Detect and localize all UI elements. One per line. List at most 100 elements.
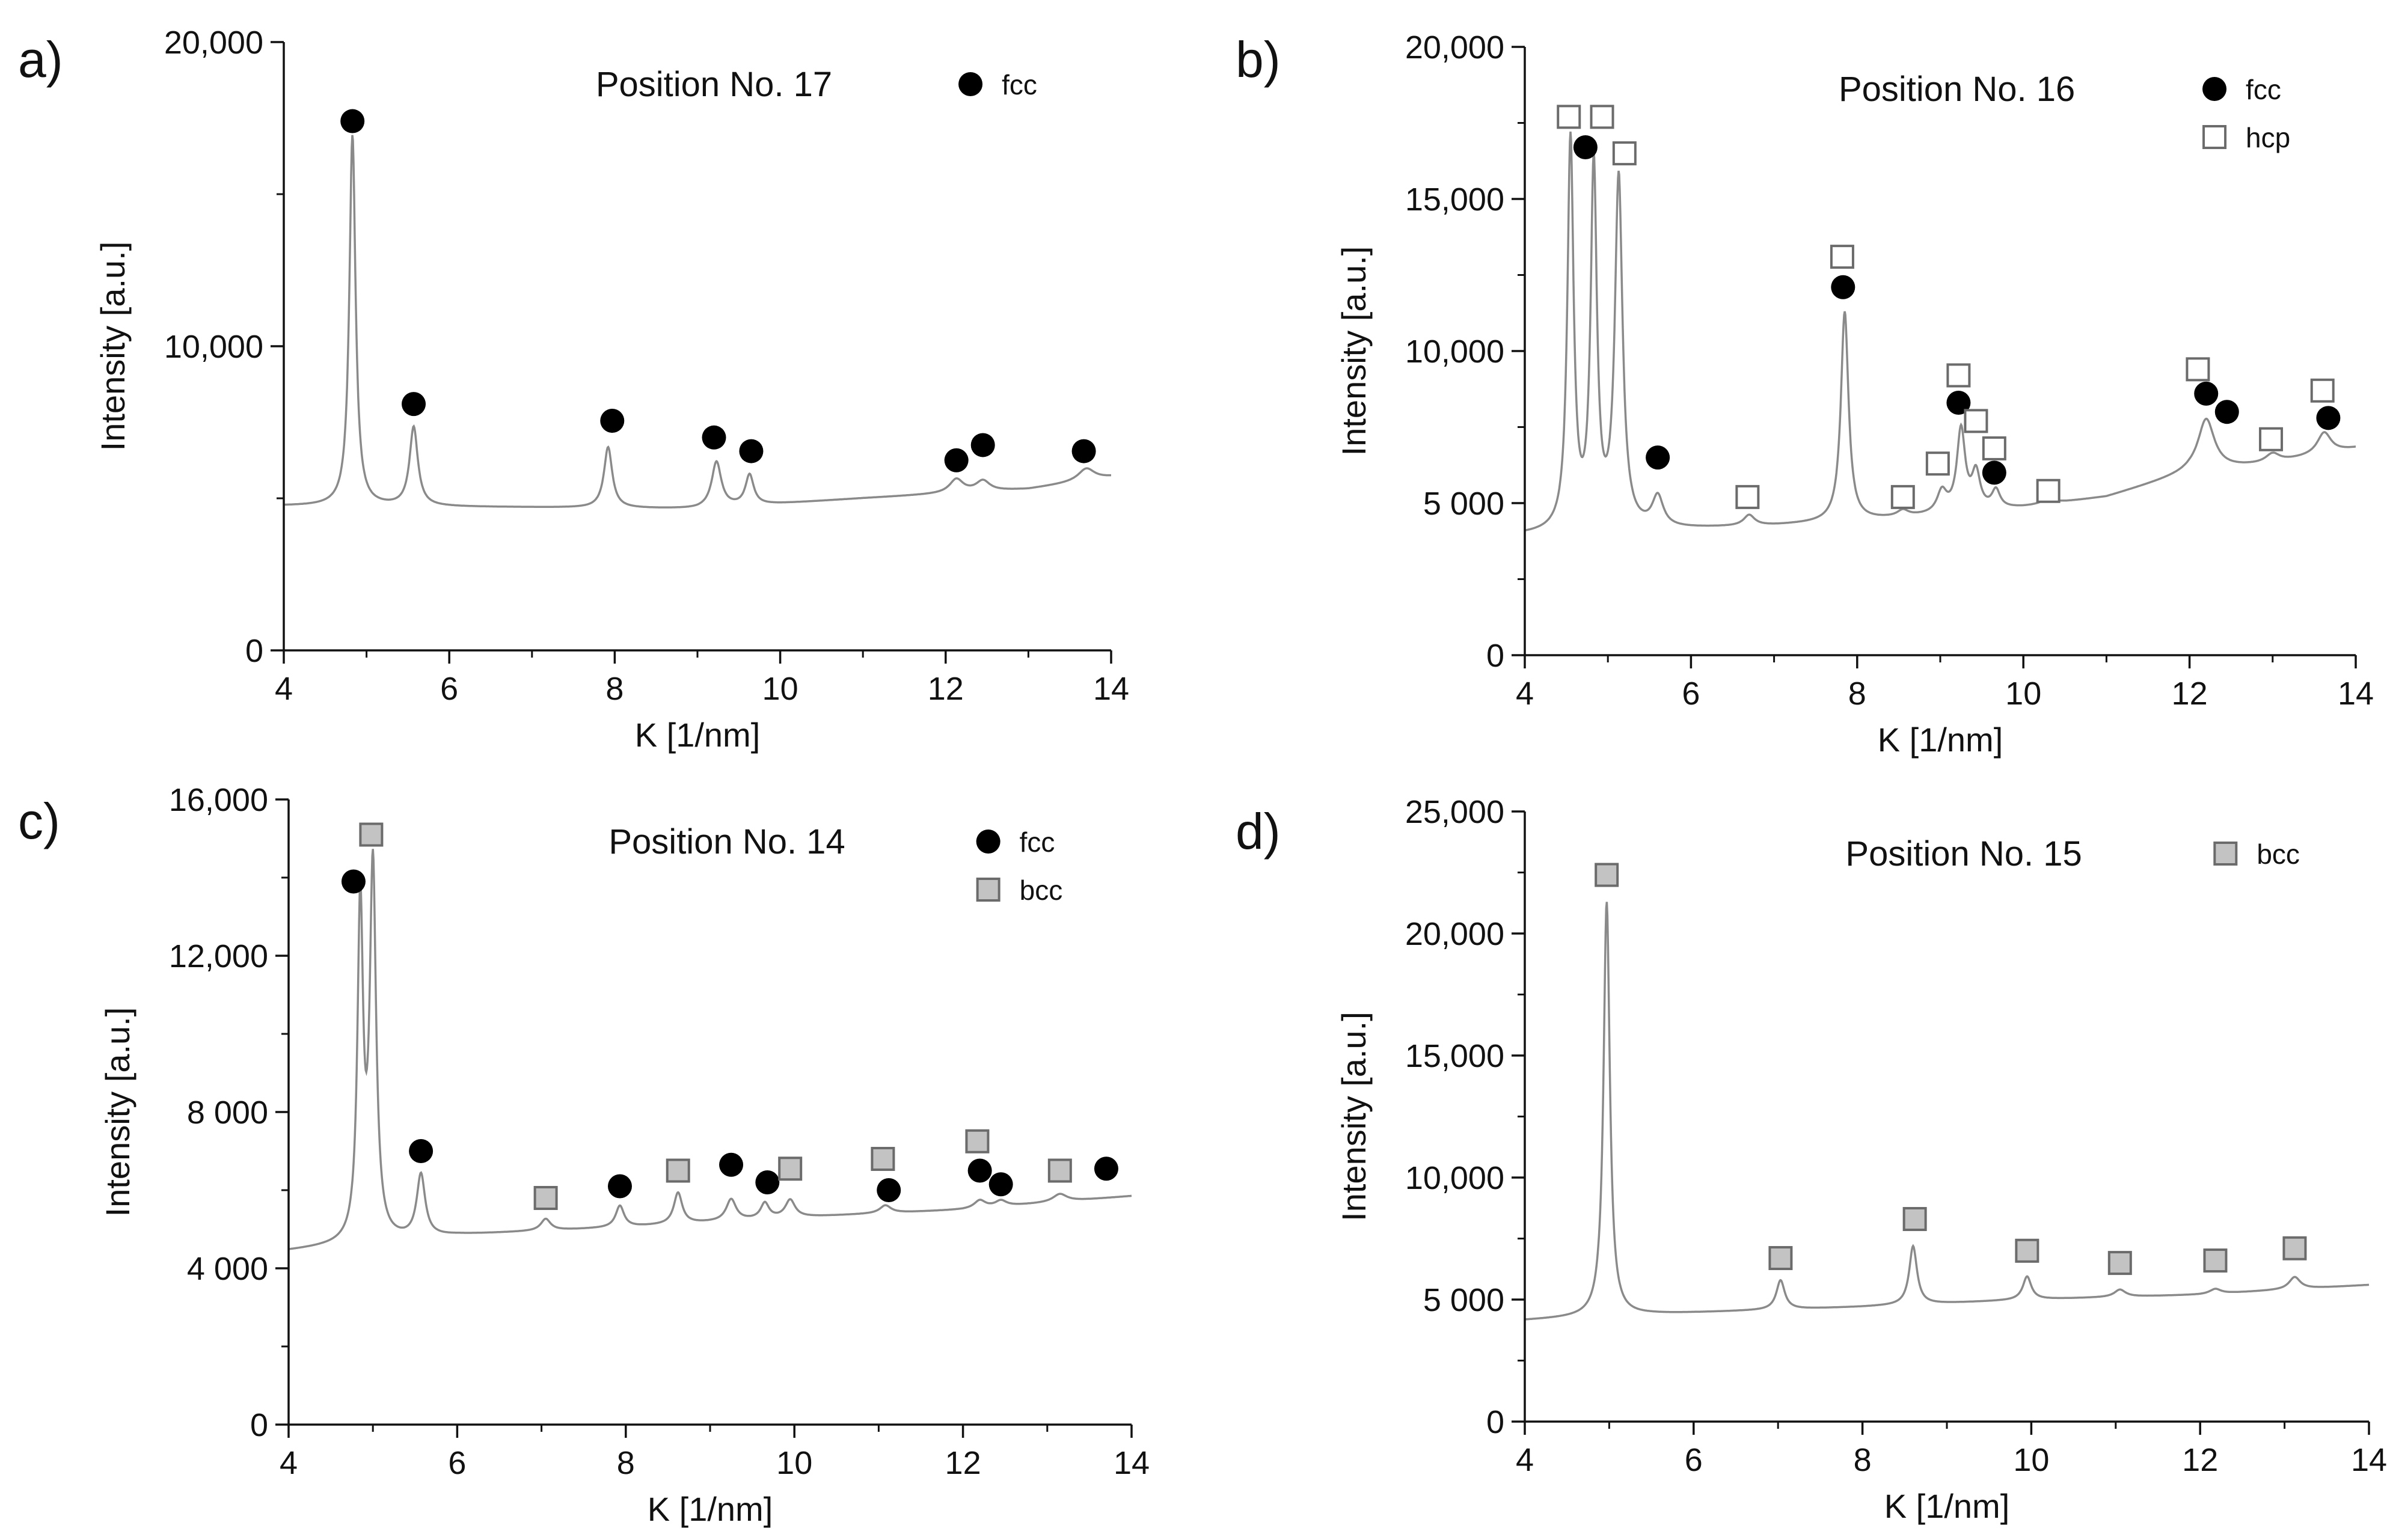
y-tick-label: 8 000 bbox=[187, 1095, 268, 1131]
bcc-peak-marker bbox=[778, 1157, 803, 1181]
x-axis-label: K [1/nm] bbox=[635, 716, 761, 754]
fcc-peak-marker bbox=[988, 1172, 1013, 1197]
fcc-peak-marker bbox=[2214, 400, 2239, 424]
x-tick-label: 6 bbox=[448, 1445, 466, 1481]
fcc-peak-marker bbox=[1946, 391, 1971, 415]
chart-title: Position No. 15 bbox=[1845, 834, 2082, 873]
hcp-peak-marker bbox=[1964, 409, 1988, 433]
x-tick-label: 8 bbox=[617, 1445, 635, 1481]
legend: bcc bbox=[2213, 839, 2300, 870]
legend-label: hcp bbox=[2246, 122, 2290, 153]
x-tick-label: 14 bbox=[1114, 1445, 1150, 1481]
y-tick-label: 12,000 bbox=[169, 938, 268, 974]
legend-marker-hcp bbox=[2202, 125, 2227, 149]
x-tick-label: 4 bbox=[275, 671, 293, 707]
y-tick-label: 25,000 bbox=[1405, 794, 1504, 830]
y-tick-label: 0 bbox=[1486, 1404, 1504, 1440]
x-tick-label: 8 bbox=[1848, 676, 1866, 712]
fcc-peak-marker bbox=[967, 1158, 992, 1183]
y-tick-label: 20,000 bbox=[1405, 29, 1504, 66]
x-tick-label: 14 bbox=[2351, 1442, 2387, 1478]
fcc-peak-marker bbox=[341, 869, 366, 894]
y-tick-label: 15,000 bbox=[1405, 1038, 1504, 1074]
legend-marker-fcc bbox=[976, 830, 1000, 854]
x-tick-label: 4 bbox=[1516, 676, 1534, 712]
phase-markers bbox=[341, 822, 1118, 1210]
y-tick-label: 0 bbox=[1486, 638, 1504, 674]
y-axis-label: Intensity [a.u.] bbox=[1335, 1012, 1373, 1221]
y-tick-label: 16,000 bbox=[169, 782, 268, 818]
fcc-peak-marker bbox=[702, 425, 726, 450]
chart-panels: a) 4 6 8 10 12 14 0 10,000 20,000 K [1/nm] Intensit… bbox=[18, 25, 2387, 1528]
intensity-curve bbox=[1524, 131, 2356, 532]
legend-marker-bcc bbox=[976, 878, 1000, 902]
fcc-peak-marker bbox=[2194, 381, 2219, 406]
hcp-peak-marker bbox=[2036, 478, 2061, 503]
bcc-peak-marker bbox=[1595, 863, 1619, 887]
y-axis-label: Intensity [a.u.] bbox=[94, 242, 132, 451]
x-tick-label: 4 bbox=[280, 1445, 298, 1481]
fcc-peak-marker bbox=[1094, 1157, 1118, 1181]
fcc-peak-marker bbox=[607, 1174, 632, 1199]
legend: fcc bbox=[958, 69, 1037, 100]
fcc-peak-marker bbox=[719, 1152, 744, 1177]
legend-label: fcc bbox=[2246, 74, 2281, 105]
legend-marker-fcc bbox=[2202, 77, 2227, 101]
x-axis-label: K [1/nm] bbox=[1878, 721, 2003, 759]
panel-label: d) bbox=[1236, 803, 1281, 860]
legend: fcc hcp bbox=[2202, 74, 2290, 153]
fcc-peak-marker bbox=[877, 1178, 901, 1202]
y-tick-label: 10,000 bbox=[1405, 334, 1504, 370]
y-tick-label: 20,000 bbox=[1405, 916, 1504, 952]
fcc-peak-marker bbox=[739, 439, 764, 463]
fcc-peak-marker bbox=[2316, 406, 2341, 430]
x-tick-label: 10 bbox=[762, 671, 798, 707]
panel-label: a) bbox=[18, 31, 63, 88]
chart-title: Position No. 16 bbox=[1839, 70, 2075, 109]
intensity-curve bbox=[1524, 902, 2370, 1321]
x-tick-label: 8 bbox=[1854, 1442, 1872, 1478]
y-tick-label: 4 000 bbox=[187, 1251, 268, 1287]
x-tick-label: 6 bbox=[1682, 676, 1700, 712]
x-tick-label: 10 bbox=[776, 1445, 812, 1481]
y-tick-label: 15,000 bbox=[1405, 182, 1504, 218]
fcc-peak-marker bbox=[402, 392, 426, 417]
chart-title: Position No. 17 bbox=[596, 65, 832, 104]
legend-label: fcc bbox=[1002, 69, 1037, 100]
y-tick-label: 5 000 bbox=[1423, 1282, 1504, 1318]
bcc-peak-marker bbox=[1047, 1158, 1072, 1183]
y-axis-label: Intensity [a.u.] bbox=[99, 1007, 136, 1217]
legend: fcc bcc bbox=[976, 827, 1062, 906]
bcc-peak-marker bbox=[2107, 1251, 2132, 1276]
y-tick-label: 0 bbox=[245, 633, 263, 669]
hcp-peak-marker bbox=[1612, 141, 1637, 166]
x-tick-label: 12 bbox=[928, 671, 964, 707]
x-tick-label: 10 bbox=[2013, 1442, 2049, 1478]
fcc-peak-marker bbox=[944, 448, 969, 472]
hcp-peak-marker bbox=[1735, 484, 1760, 509]
y-tick-label: 10,000 bbox=[164, 329, 263, 365]
x-tick-label: 6 bbox=[1685, 1442, 1703, 1478]
panel-label: b) bbox=[1236, 31, 1281, 88]
legend-label: bcc bbox=[2257, 839, 2300, 870]
phase-markers bbox=[1557, 105, 2341, 509]
chart-panel-c: c) 4 6 8 10 12 14 0 4 000 8 000 12,000 16,000 K [1/n… bbox=[18, 782, 1150, 1528]
bcc-peak-marker bbox=[359, 822, 384, 847]
legend-marker-bcc bbox=[2213, 842, 2238, 866]
x-tick-label: 12 bbox=[2172, 676, 2208, 712]
y-tick-label: 20,000 bbox=[164, 25, 263, 61]
fcc-peak-marker bbox=[340, 109, 365, 133]
x-tick-label: 14 bbox=[1093, 671, 1129, 707]
hcp-peak-marker bbox=[1982, 436, 2006, 460]
x-axis-label: K [1/nm] bbox=[1884, 1487, 2010, 1525]
bcc-peak-marker bbox=[533, 1186, 558, 1210]
hcp-peak-marker bbox=[2259, 427, 2284, 451]
chart-panel-a: a) 4 6 8 10 12 14 0 10,000 20,000 K [1/nm] Intensit… bbox=[18, 25, 1129, 754]
fcc-peak-marker bbox=[1071, 439, 1096, 463]
panel-label: c) bbox=[18, 793, 60, 849]
fcc-peak-marker bbox=[1831, 275, 1855, 299]
x-axis-label: K [1/nm] bbox=[648, 1490, 773, 1528]
x-tick-label: 4 bbox=[1516, 1442, 1534, 1478]
